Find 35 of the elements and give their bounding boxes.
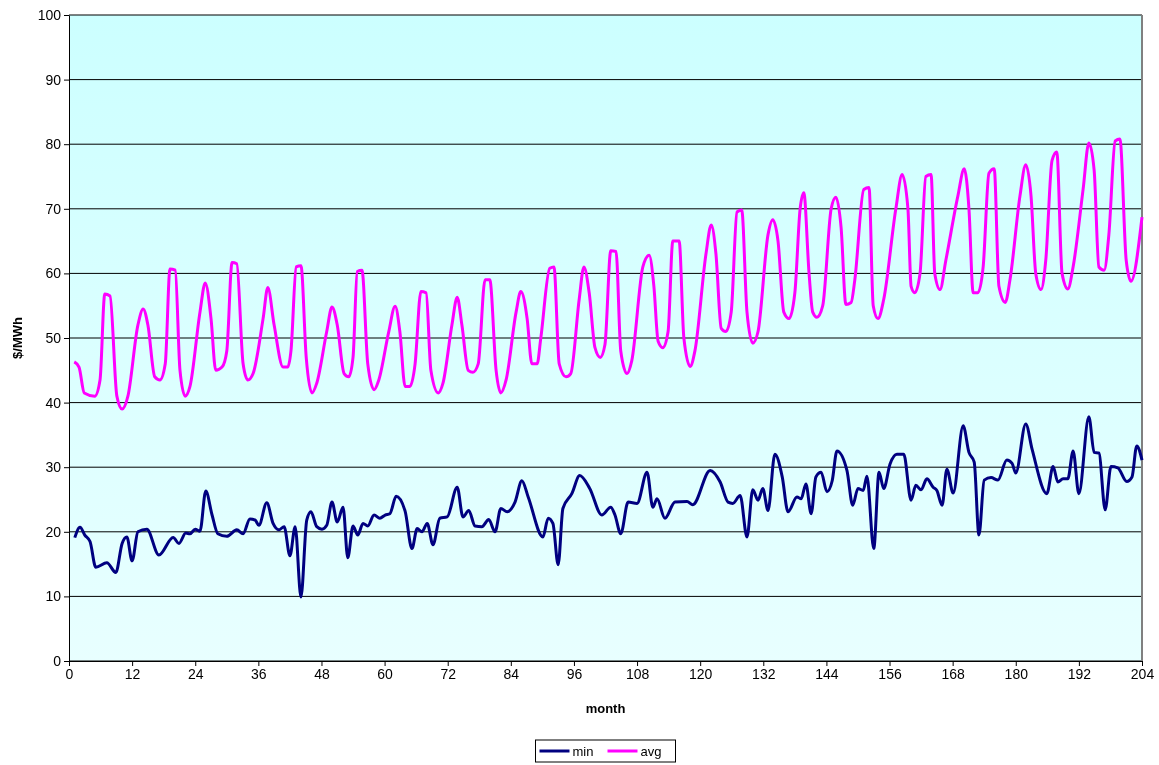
x-tick-label: 144 [815,665,839,682]
x-tick-label: 108 [625,665,650,682]
x-tick-label: 84 [503,665,520,682]
y-tick-label: 50 [45,329,62,346]
x-tick-label: 36 [251,665,267,682]
x-tick-label: 12 [124,665,141,682]
x-tick-label: 24 [187,665,204,682]
y-tick-label: 0 [53,652,62,669]
y-tick-label: 70 [45,200,62,217]
legend-label: min [572,744,594,759]
x-axis-title: month [585,701,626,716]
line-series [72,137,1144,411]
y-tick-label: 10 [45,588,62,605]
x-tick-label: 120 [689,665,713,682]
x-tick-label: 168 [941,665,966,682]
y-tick-label: 40 [45,394,62,411]
y-tick-label: 30 [45,459,62,476]
x-tick-label: 72 [440,665,457,682]
line-series [73,415,1144,599]
y-tick-label: 20 [45,523,62,540]
y-tick-label: 60 [45,265,62,282]
x-tick-label: 60 [377,665,394,682]
y-tick-label: 80 [45,136,62,153]
y-tick-label: 100 [37,6,62,23]
x-tick-label: 96 [566,665,583,682]
x-tick-label: 132 [752,665,776,682]
x-tick-label: 156 [878,665,902,682]
x-tick-label: 204 [1130,665,1155,682]
legend-label: avg [640,744,662,759]
y-tick-label: 90 [45,71,62,88]
x-tick-label: 180 [1004,665,1029,682]
x-tick-label: 0 [65,665,74,682]
y-axis-title: $/MWh [10,317,25,359]
x-tick-label: 48 [314,665,330,682]
x-tick-label: 192 [1067,665,1092,682]
